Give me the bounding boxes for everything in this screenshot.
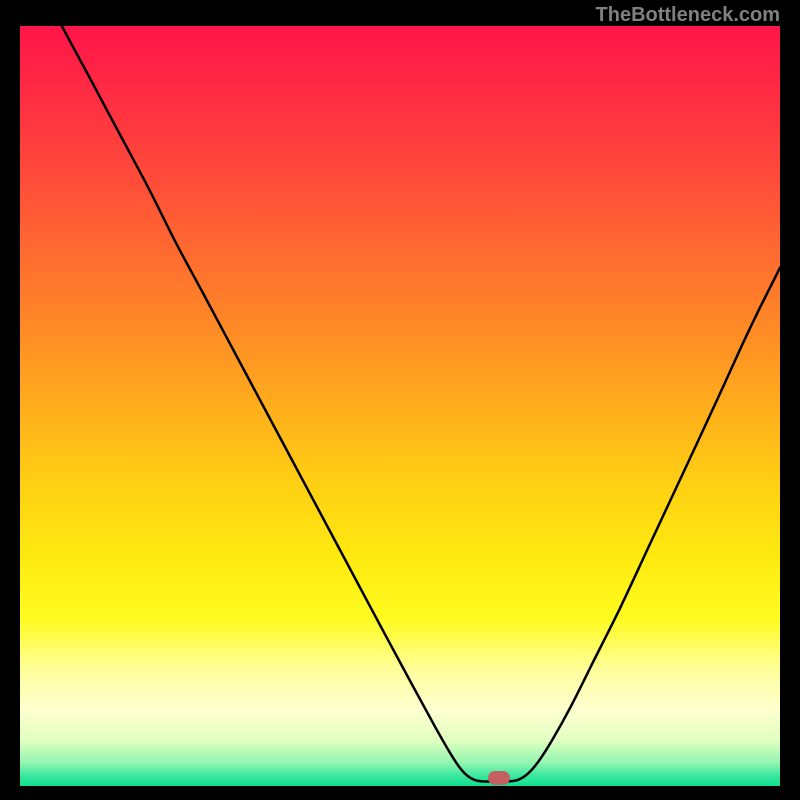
watermark-label: TheBottleneck.com xyxy=(596,4,780,26)
bottleneck-curve xyxy=(20,26,780,786)
watermark-text: TheBottleneck.com xyxy=(596,4,780,27)
curve-path xyxy=(62,26,780,782)
chart-area xyxy=(20,26,780,786)
optimum-marker xyxy=(488,771,510,785)
